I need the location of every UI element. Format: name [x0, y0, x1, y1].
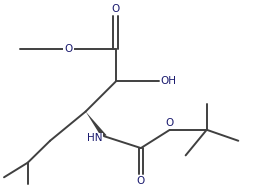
Polygon shape — [86, 112, 107, 137]
Text: O: O — [64, 43, 73, 53]
Text: O: O — [112, 4, 120, 14]
Text: O: O — [166, 118, 174, 128]
Text: HN: HN — [87, 133, 103, 143]
Text: OH: OH — [161, 76, 177, 86]
Text: O: O — [137, 176, 145, 186]
